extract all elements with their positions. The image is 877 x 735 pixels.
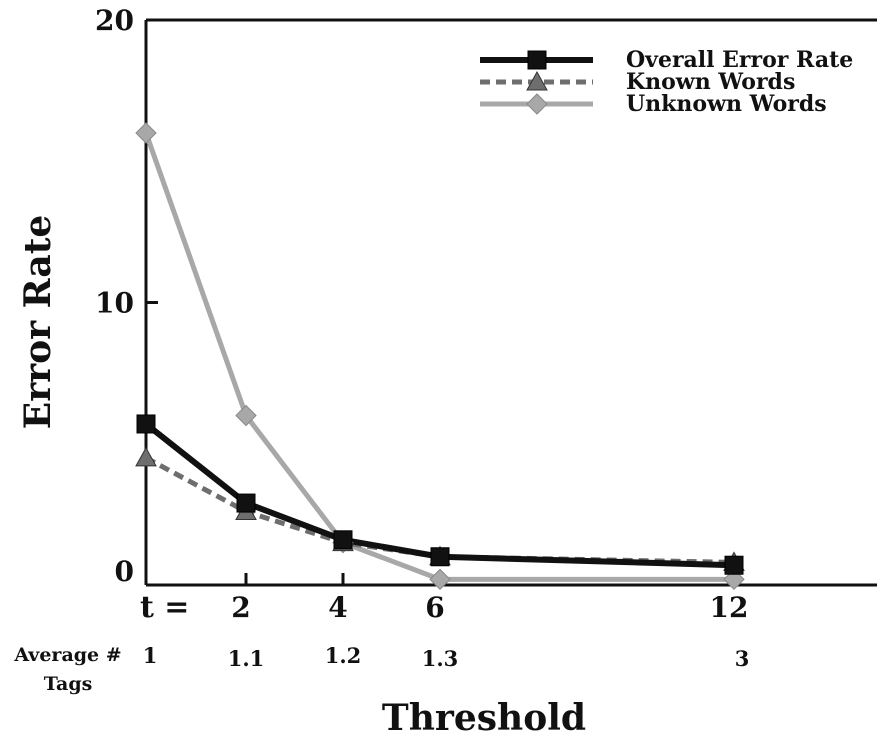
legend-label: Known Words [626,69,795,95]
series-line-overall-error-rate [144,421,735,569]
secondary-axis-value: 1.1 [228,646,265,671]
secondary-axis-value: 1.3 [422,646,459,671]
legend-label: Overall Error Rate [626,47,853,73]
series-line-unknown-words [143,132,734,582]
data-point-unknown-words [135,122,157,144]
data-point-known-words [135,446,157,467]
y-tick-label: 10 [95,287,134,320]
secondary-axis-value: 1 [143,643,158,668]
y-tick-label: 0 [115,555,134,588]
x-tick-label: 12 [710,591,749,624]
legend-label: Unknown Words [626,91,827,117]
legend-marker [526,70,548,91]
secondary-axis-label-line1: Average # [13,644,121,666]
data-point-overall-error-rate [136,414,156,434]
data-point-overall-error-rate [430,547,450,567]
data-point-overall-error-rate [724,555,744,575]
secondary-axis-values: 1 1.1 1.2 1.3 3 [143,643,750,671]
x-tick-label: 4 [328,591,347,624]
x-ticks: 2 4 6 12 [231,573,748,624]
x-prefix-label: t = [140,590,189,625]
data-point-unknown-words [429,568,451,591]
data-point-overall-error-rate [236,493,256,513]
data-point-unknown-words [235,404,257,427]
legend-marker [527,50,547,70]
y-axis-title: Error Rate [17,215,59,430]
series-lines [143,132,735,582]
secondary-axis-label-line2: Tags [44,673,93,695]
series-markers [135,122,745,591]
x-tick-label: 2 [231,591,250,624]
secondary-axis-value: 3 [735,646,750,671]
legend-marker [526,93,548,115]
data-point-overall-error-rate [333,530,353,550]
x-axis-title: Threshold [382,697,586,735]
x-tick-label: 6 [425,591,444,624]
y-ticks: 0 10 20 [95,4,158,588]
secondary-axis-value: 1.2 [325,643,362,668]
y-tick-label: 20 [95,4,134,37]
